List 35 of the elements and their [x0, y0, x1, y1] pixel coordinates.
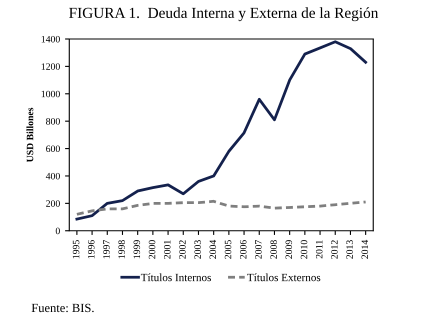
line-series [75, 40, 368, 220]
x-tick-label: 1995 [72, 240, 80, 258]
x-tick-label: 2001 [164, 240, 171, 259]
legend-label: Títulos Internos [140, 273, 211, 282]
x-tick-label: 2004 [210, 240, 216, 259]
y-tick-label: 0 [56, 228, 60, 234]
x-tick-label: 1998 [118, 240, 125, 258]
x-tick-label: 1996 [88, 240, 95, 258]
x-tick-label: 2013 [346, 240, 353, 259]
x-tick-label: 2012 [331, 240, 338, 259]
x-tick-label: 2006 [240, 240, 246, 259]
y-tick-label: 1200 [42, 63, 60, 70]
y-tick-label: 800 [46, 118, 60, 125]
line-series [75, 200, 368, 216]
y-tick-label: 200 [46, 200, 60, 207]
x-tick-label: 1997 [103, 240, 110, 258]
x-tick-label: 2000 [148, 240, 156, 259]
legend-label: Títulos Externos [247, 273, 320, 282]
source-note: Fuente: BIS. [32, 304, 94, 312]
y-tick-label: 1000 [42, 90, 60, 98]
x-tick-label: 2014 [362, 240, 368, 259]
x-tick-label: 2010 [300, 240, 308, 259]
y-axis-title: USD Billones [26, 108, 34, 162]
x-tick-label: 2007 [255, 240, 262, 259]
x-tick-label: 1999 [134, 240, 140, 258]
y-tick-label: 1400 [42, 36, 60, 42]
x-tick-label: 2008 [270, 240, 277, 259]
x-tick-label: 2011 [316, 240, 322, 258]
x-tick-label: 2003 [194, 240, 201, 259]
x-tick-label: 2002 [179, 240, 186, 259]
x-tick-label: 2009 [286, 240, 292, 259]
x-tick-label: 2005 [224, 240, 232, 259]
y-tick-label: 400 [46, 172, 60, 180]
y-tick-label: 600 [46, 145, 60, 152]
chart-title: FIGURA 1. Deuda Interna y Externa de la Región [69, 7, 378, 22]
